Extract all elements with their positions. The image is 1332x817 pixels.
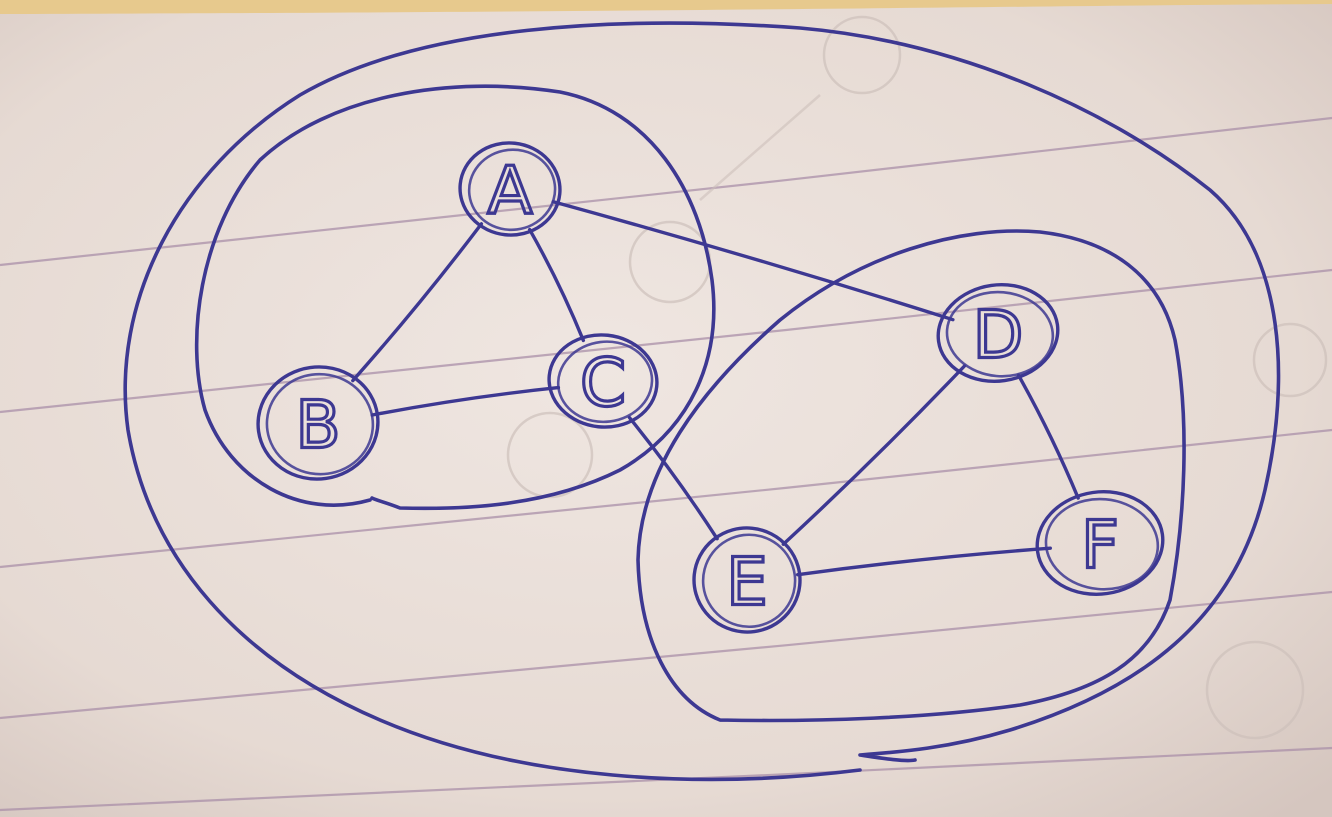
cluster-outlines (123, 21, 1281, 782)
edge-a-b (351, 222, 484, 383)
edge-d-f (1016, 373, 1080, 500)
node-a-label: A (487, 153, 532, 230)
node-b-inner-circle (265, 372, 375, 476)
node-c-outer-circle (547, 333, 659, 429)
ruled-lines (0, 116, 1332, 812)
node-d-label: D (973, 297, 1024, 374)
edge-c-e (627, 415, 719, 541)
ruled-line (0, 116, 1332, 267)
node-e-label: E (726, 544, 768, 621)
node-c: C (547, 333, 659, 429)
ruled-line (0, 428, 1332, 569)
node-d-outer-circle (936, 283, 1060, 383)
node-b-outer-circle (256, 365, 380, 481)
node-b: B (256, 365, 380, 481)
edge-a-d (551, 200, 955, 322)
ruled-line (0, 746, 1332, 812)
ghost-line (699, 94, 821, 201)
edge-b-c (370, 385, 561, 417)
cluster-def-outline (636, 229, 1186, 723)
ghost-pencil-marks (506, 15, 1328, 740)
edge-a-c (527, 227, 586, 343)
cluster-all-outline (123, 21, 1281, 782)
node-a-outer-circle (458, 141, 562, 237)
node-a-inner-circle (467, 148, 557, 232)
graph-nodes: A B C D E F (256, 141, 1165, 634)
edge-e-f (795, 546, 1052, 577)
ghost-circle (1205, 640, 1305, 740)
node-e-outer-circle (692, 526, 802, 634)
node-f-inner-circle (1044, 497, 1160, 591)
node-d: D (936, 283, 1060, 383)
node-d-inner-circle (945, 290, 1055, 378)
ruled-line (0, 268, 1332, 414)
node-f-label: F (1081, 507, 1119, 584)
node-c-label: C (580, 345, 626, 422)
cluster-abc-outline (194, 84, 716, 511)
node-f-outer-circle (1035, 490, 1165, 596)
edge-d-e (781, 364, 967, 546)
node-e: E (692, 526, 802, 634)
node-e-inner-circle (701, 533, 797, 629)
ruled-line (0, 590, 1332, 720)
graph-edges (351, 200, 1080, 577)
ghost-circle (822, 15, 902, 95)
ghost-circle (1252, 322, 1328, 398)
node-f: F (1035, 490, 1165, 596)
paper-top-edge (0, 0, 1332, 14)
node-b-label: B (295, 387, 340, 464)
node-c-inner-circle (556, 340, 654, 424)
node-a: A (458, 141, 562, 237)
